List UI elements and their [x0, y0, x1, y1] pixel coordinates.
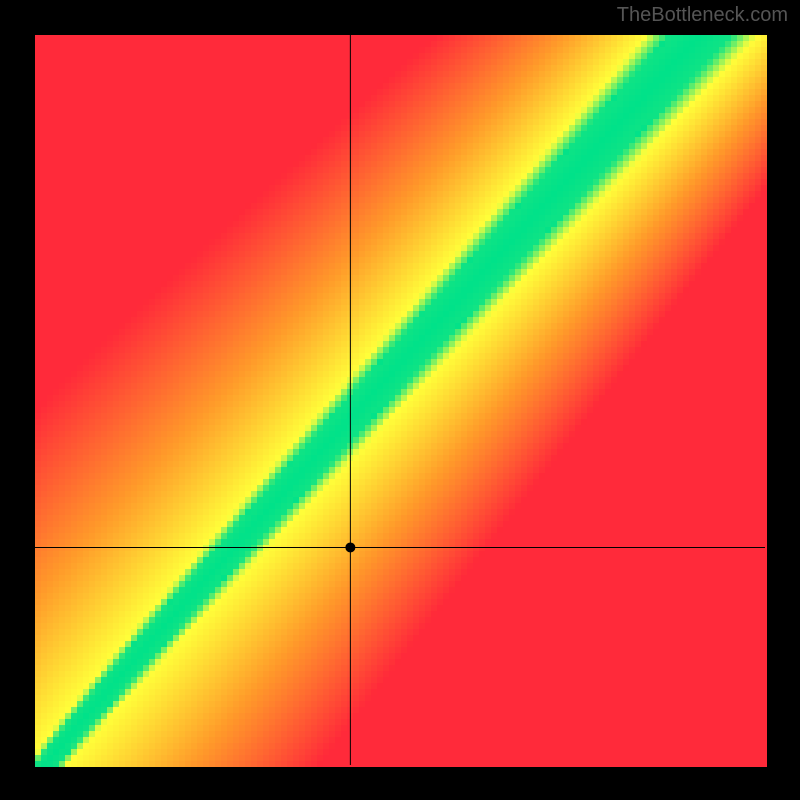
chart-container: TheBottleneck.com: [0, 0, 800, 800]
crosshair-dot: [345, 542, 355, 552]
watermark-text: TheBottleneck.com: [617, 4, 788, 27]
heatmap-chart: [0, 0, 800, 800]
